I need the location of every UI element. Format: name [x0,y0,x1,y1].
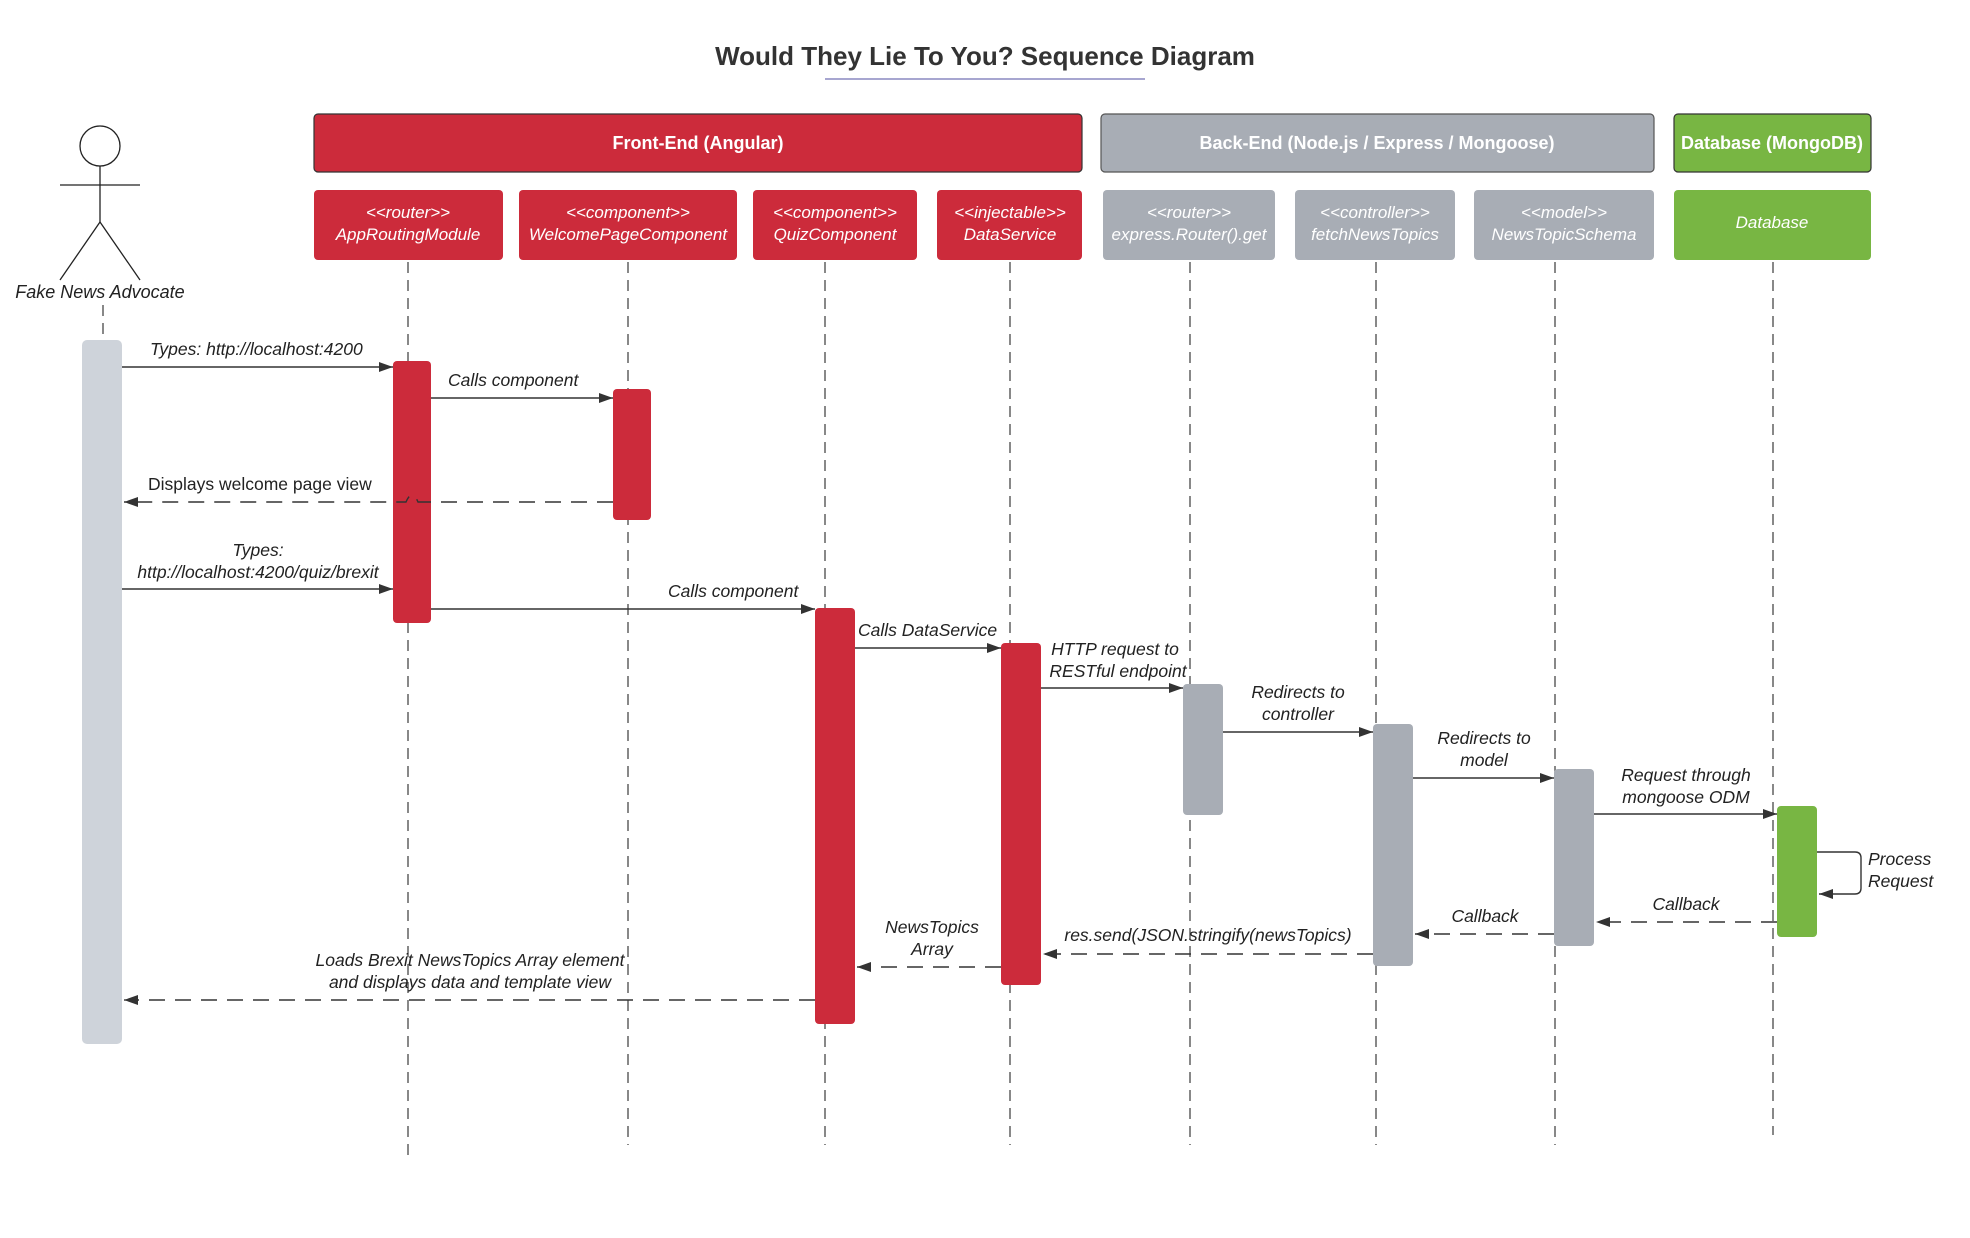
message-label: Types: http://localhost:4200 [150,339,363,359]
message-label: Callback [1451,906,1519,926]
activation-bar-router [393,361,431,623]
participant-router: <<router>> AppRoutingModule [314,190,503,260]
activation-bar-expressrouter [1183,684,1223,815]
group-database-label: Database (MongoDB) [1681,133,1863,153]
actor-label: Fake News Advocate [15,282,184,302]
message-arrow [1817,851,1862,899]
message-label: Redirects to [1437,728,1531,748]
participant-name: NewsTopicSchema [1492,225,1637,244]
group-backend-label: Back-End (Node.js / Express / Mongoose) [1199,133,1554,153]
participant-dataservice: <<injectable>> DataService [937,190,1082,260]
message-label: model [1460,750,1509,770]
message-label: NewsTopics [885,917,979,937]
participant-name: AppRoutingModule [335,225,481,244]
participant-stereotype: <<component>> [566,203,690,222]
message-label: HTTP request to [1051,639,1179,659]
message-label: and displays data and template view [329,972,612,992]
activation-bar-model [1554,769,1594,946]
message-label: Types: [232,540,283,560]
message-label: Calls component [448,370,579,390]
message-label: Redirects to [1251,682,1345,702]
participant-expressrouter: <<router>> express.Router().get [1103,190,1275,260]
group-database: Database (MongoDB) [1673,113,1872,173]
participant-name: express.Router().get [1112,225,1268,244]
activation-bar-database [1777,806,1817,937]
participant-stereotype: <<injectable>> [954,203,1066,222]
message-label: Request [1868,871,1934,891]
stick-figure-icon [59,125,141,281]
message-label: Request through [1621,765,1750,785]
participant-database: Database [1674,190,1871,260]
participant-controller: <<controller>> fetchNewsTopics [1295,190,1455,260]
participant-name: Database [1736,213,1809,232]
participant-name: WelcomePageComponent [529,225,728,244]
participant-stereotype: <<controller>> [1320,203,1430,222]
participant-stereotype: <<router>> [366,203,450,222]
activation-bars [82,340,1817,1044]
group-backend: Back-End (Node.js / Express / Mongoose) [1100,113,1655,173]
messages: Types: http://localhost:4200 Calls compo… [122,339,1934,1005]
message-label: http://localhost:4200/quiz/brexit [137,562,379,582]
message-label: Callback [1652,894,1720,914]
participant-name: fetchNewsTopics [1311,225,1439,244]
participant-name: DataService [964,225,1057,244]
lifelines [102,262,1774,1155]
group-frontend-label: Front-End (Angular) [613,133,784,153]
message-label: RESTful endpoint [1049,661,1187,681]
message-label: Process [1868,849,1931,869]
group-frontend: Front-End (Angular) [313,113,1083,173]
message-label: mongoose ODM [1622,787,1750,807]
message-label: Displays welcome page view [148,474,372,494]
activation-bar-quiz [815,608,855,1024]
message-label: controller [1262,704,1335,724]
message-label: Array [910,939,954,959]
message-label: res.send(JSON.stringify(newsTopics) [1064,925,1351,945]
participant-name: QuizComponent [774,225,898,244]
message-label: Calls component [668,581,799,601]
page-title: Would They Lie To You? Sequence Diagram [715,41,1255,71]
participant-stereotype: <<component>> [773,203,897,222]
message-label: Loads Brexit NewsTopics Array element [316,950,626,970]
participant-stereotype: <<router>> [1147,203,1231,222]
message-label: Calls DataService [858,620,997,640]
activation-bar-dataservice [1001,643,1041,985]
participant-model: <<model>> NewsTopicSchema [1474,190,1654,260]
activation-bar-controller [1373,724,1413,966]
activation-bar-welcome [613,389,651,520]
participant-quiz: <<component>> QuizComponent [753,190,917,260]
participant-stereotype: <<model>> [1521,203,1607,222]
activation-bar-actor [82,340,122,1044]
participant-welcome: <<component>> WelcomePageComponent [519,190,737,260]
message-arrow [124,494,613,507]
